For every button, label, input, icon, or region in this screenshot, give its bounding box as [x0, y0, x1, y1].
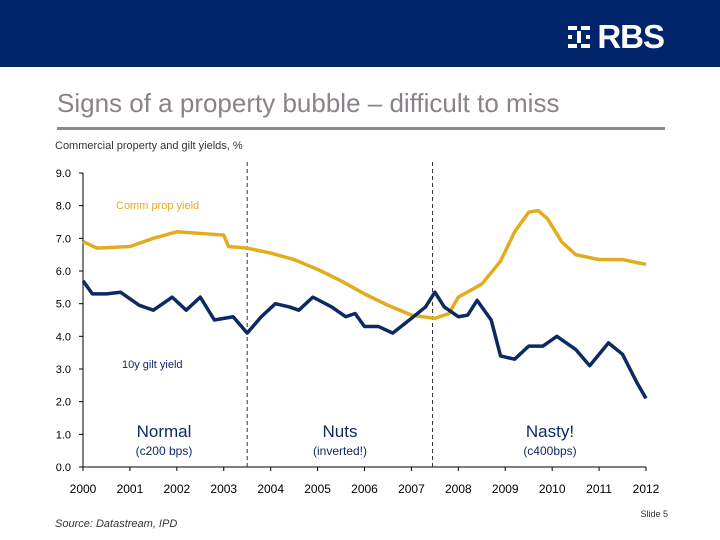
x-tick-label: 2003: [210, 482, 237, 496]
period-label: Normal: [137, 422, 192, 441]
y-tick-label: 4.0: [56, 331, 71, 343]
x-tick-label: 2006: [351, 482, 378, 496]
x-tick-label: 2004: [257, 482, 284, 496]
source-note: Source: Datastream, IPD: [55, 518, 178, 530]
period-sublabel: (inverted!): [313, 444, 367, 458]
x-tick-label: 2009: [492, 482, 519, 496]
gilt-yield-line: [81, 279, 648, 400]
y-tick-label: 9.0: [56, 168, 71, 180]
x-tick-label: 2012: [633, 482, 660, 496]
y-tick-label: 7.0: [56, 233, 71, 245]
page-title: Signs of a property bubble – difficult t…: [57, 88, 560, 118]
y-tick-label: 3.0: [56, 364, 71, 376]
period-label: Nuts: [323, 422, 358, 441]
y-tick-label: 0.0: [56, 462, 71, 474]
x-tick-label: 2005: [304, 482, 331, 496]
property-yield-line: [82, 208, 647, 321]
slide-number: Slide 5: [640, 509, 668, 519]
y-tick-label: 2.0: [56, 397, 71, 409]
series-label-property: Comm prop yield: [116, 200, 199, 212]
x-tick-label: 2001: [117, 482, 144, 496]
series-label-gilt: 10y gilt yield: [122, 359, 183, 371]
x-tick-label: 2002: [163, 482, 190, 496]
period-sublabel: (c200 bps): [136, 444, 193, 458]
chart-subtitle: Commercial property and gilt yields, %: [55, 140, 243, 152]
daisy-wheel-icon: [568, 26, 591, 48]
title-rule: [57, 127, 665, 130]
x-tick-label: 2000: [70, 482, 97, 496]
y-tick-label: 1.0: [56, 429, 71, 441]
logo-text: RBS: [597, 18, 665, 55]
x-tick-label: 2010: [539, 482, 566, 496]
x-tick-label: 2011: [586, 482, 612, 496]
period-label: Nasty!: [526, 422, 574, 441]
x-tick-label: 2008: [445, 482, 472, 496]
y-tick-label: 8.0: [56, 201, 71, 213]
header-banner: RBS: [0, 0, 720, 67]
x-tick-label: 2007: [398, 482, 425, 496]
y-tick-label: 5.0: [56, 299, 71, 311]
rbs-logo: RBS: [565, 18, 665, 56]
period-sublabel: (c400bps): [523, 444, 576, 458]
y-tick-label: 6.0: [56, 266, 71, 278]
